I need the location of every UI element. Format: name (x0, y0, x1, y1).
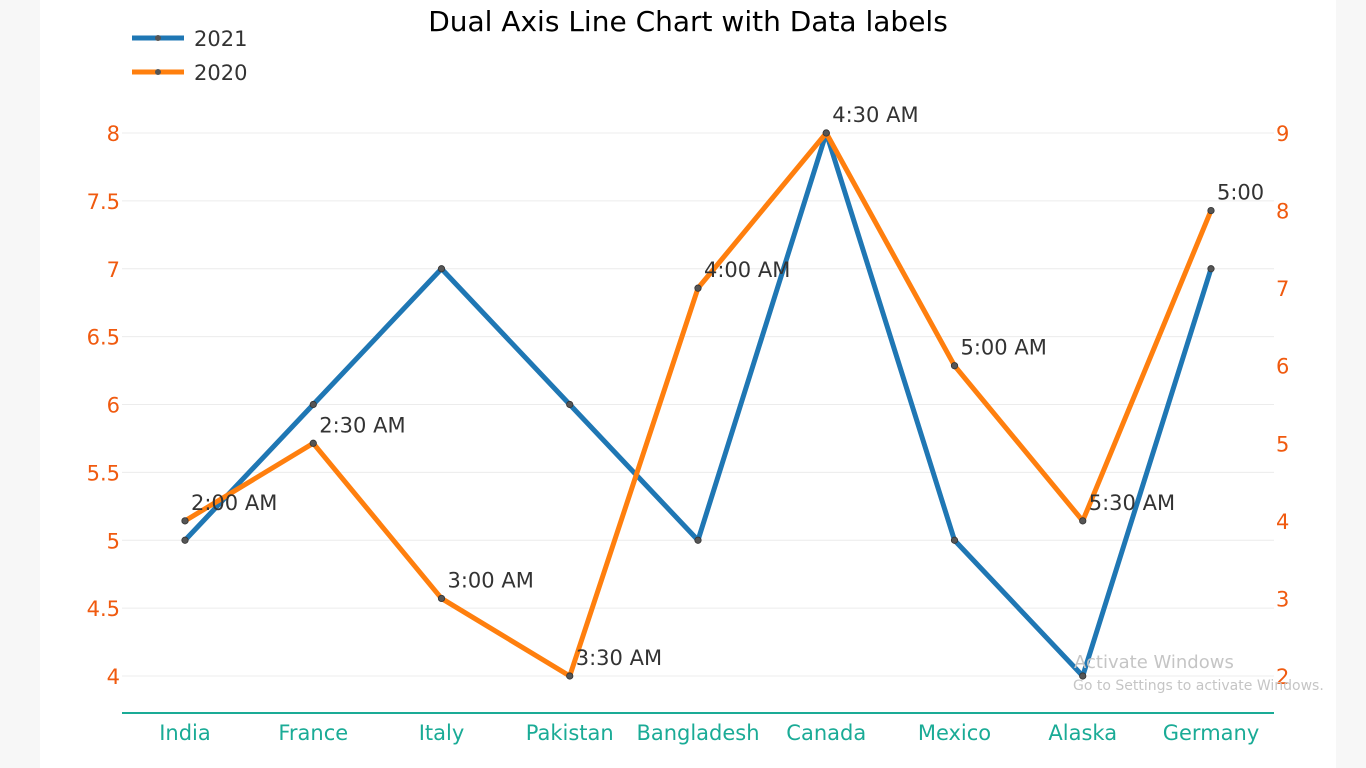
data-point-2020[interactable] (822, 129, 830, 137)
right-y-tick-label: 5 (1276, 432, 1289, 456)
x-axis: India France Italy Pakistan Bangladesh Canada… (159, 721, 1259, 745)
data-label: 4:00 AM (704, 258, 790, 282)
data-point-2021[interactable] (950, 536, 959, 544)
data-point-2021[interactable] (566, 400, 574, 409)
legend-marker-2021 (155, 35, 161, 41)
data-point-2021[interactable] (309, 400, 317, 409)
legend-item-2021[interactable]: 2021 (132, 27, 247, 51)
x-tick-label: Bangladesh (636, 721, 759, 745)
left-y-tick-label: 8 (107, 122, 120, 146)
series (181, 129, 1215, 680)
chart-title: Dual Axis Line Chart with Data labels (428, 5, 948, 38)
left-y-tick-label: 6 (107, 394, 120, 418)
left-y-axis: 4 4.5 5 5.5 6 6.5 7 7.5 8 (87, 122, 120, 689)
data-labels: 2:00 AM 2:30 AM 3:00 AM 3:30 AM 4:00 AM 4:30 … (191, 103, 1264, 670)
left-y-tick-label: 7 (107, 258, 120, 282)
left-y-tick-label: 5 (107, 529, 120, 553)
data-label: 4:30 AM (832, 103, 918, 127)
series-2020 (181, 129, 1215, 680)
watermark-title: Activate Windows (1074, 652, 1234, 673)
gridlines (122, 132, 1274, 677)
data-label: 2:30 AM (319, 413, 405, 437)
windows-activation-watermark: Activate Windows Go to Settings to activ… (1073, 652, 1324, 694)
x-tick-label: Pakistan (526, 721, 614, 745)
right-y-tick-label: 7 (1276, 277, 1289, 301)
legend[interactable]: 2021 2020 (132, 27, 247, 85)
dual-axis-line-chart: 4 4.5 5 5.5 6 6.5 7 7.5 8 2 3 4 5 6 7 8 9 India France It… (87, 5, 1324, 745)
left-y-tick-label: 6.5 (87, 326, 120, 350)
data-label: 5:30 AM (1089, 491, 1175, 515)
left-y-tick-label: 7.5 (87, 190, 120, 214)
left-y-tick-label: 5.5 (87, 461, 120, 485)
data-label: 5:00 AM (961, 336, 1047, 360)
data-point-2021[interactable] (1079, 672, 1087, 680)
x-tick-label: Germany (1163, 721, 1260, 745)
legend-label-2021: 2021 (194, 27, 247, 51)
data-point-2021[interactable] (181, 536, 189, 544)
data-point-2021[interactable] (694, 536, 702, 544)
left-y-tick-label: 4 (107, 665, 120, 689)
right-y-tick-label: 4 (1276, 510, 1289, 534)
data-point-2020[interactable] (694, 284, 702, 292)
data-point-2020[interactable] (309, 439, 317, 447)
left-y-tick-label: 4.5 (87, 597, 120, 621)
legend-marker-2020 (155, 69, 161, 75)
x-tick-label: Alaska (1048, 721, 1117, 745)
x-tick-label: India (159, 721, 211, 745)
x-tick-label: Canada (786, 721, 866, 745)
data-point-2020[interactable] (950, 362, 959, 370)
x-tick-label: Italy (419, 721, 465, 745)
data-label: 5:00 (1217, 181, 1264, 205)
legend-item-2020[interactable]: 2020 (132, 61, 247, 85)
data-label: 2:00 AM (191, 491, 277, 515)
watermark-subtitle: Go to Settings to activate Windows. (1073, 678, 1324, 694)
right-y-axis: 2 3 4 5 6 7 8 9 (1276, 122, 1289, 689)
data-label: 3:00 AM (448, 568, 534, 592)
data-point-2020[interactable] (1207, 206, 1215, 215)
data-point-2021[interactable] (437, 265, 446, 273)
data-label: 3:30 AM (576, 646, 662, 670)
data-point-2021[interactable] (1207, 265, 1215, 273)
data-point-2020[interactable] (181, 517, 189, 525)
right-y-tick-label: 6 (1276, 355, 1289, 379)
chart-frame: 4 4.5 5 5.5 6 6.5 7 7.5 8 2 3 4 5 6 7 8 9 India France It… (40, 0, 1336, 768)
right-y-tick-label: 2 (1276, 665, 1289, 689)
x-tick-label: Mexico (918, 721, 991, 745)
x-tick-label: France (278, 721, 348, 745)
data-point-2020[interactable] (1079, 517, 1087, 525)
data-point-2020[interactable] (437, 594, 446, 603)
right-y-tick-label: 9 (1276, 122, 1289, 146)
data-point-2020[interactable] (566, 672, 574, 680)
right-y-tick-label: 3 (1276, 587, 1289, 611)
right-y-tick-label: 8 (1276, 200, 1289, 224)
legend-label-2020: 2020 (194, 61, 247, 85)
